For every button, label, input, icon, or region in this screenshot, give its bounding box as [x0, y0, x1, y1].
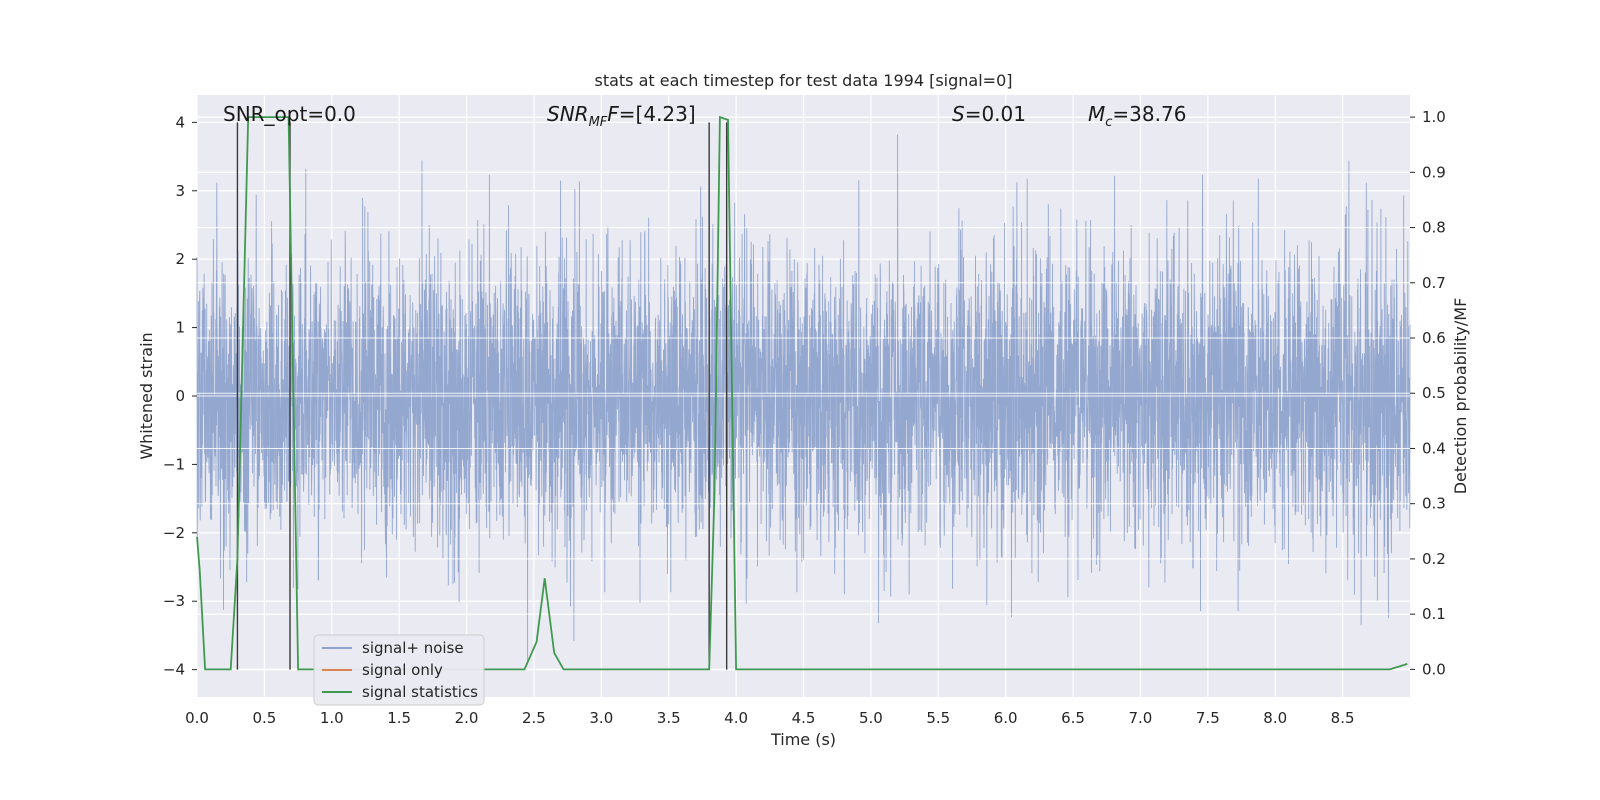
- right-y-tick-label: 0.9: [1422, 163, 1446, 181]
- x-tick-label: 0.5: [252, 709, 276, 727]
- mc-value: =38.76: [1112, 102, 1186, 126]
- x-tick-label: 3.0: [589, 709, 613, 727]
- right-y-tick-label: 0.3: [1422, 495, 1446, 513]
- chart-title: stats at each timestep for test data 199…: [594, 71, 1012, 90]
- legend: signal+ noise signal only signal statistic…: [313, 634, 485, 706]
- x-axis-label: Time (s): [770, 730, 836, 749]
- y-axis-label: Whitened strain: [137, 332, 156, 459]
- right-y-tick-label: 0.0: [1422, 660, 1446, 678]
- x-tick-label: 6.5: [1061, 709, 1085, 727]
- x-tick-label: 7.5: [1196, 709, 1220, 727]
- x-tick-label: 8.0: [1263, 709, 1287, 727]
- y-tick-label: −4: [163, 661, 185, 679]
- x-tick-label: 0.0: [185, 709, 209, 727]
- x-tick-label: 8.5: [1331, 709, 1355, 727]
- signal-statistics-line: [196, 115, 1408, 671]
- snr-mf-value: [4.23]: [636, 102, 696, 126]
- right-y-tick-label: 0.1: [1422, 605, 1446, 623]
- y-tick-label: −1: [163, 455, 185, 473]
- mc-annotation: Mc=38.76: [1088, 102, 1186, 130]
- legend-label: signal statistics: [362, 683, 478, 701]
- x-tick-label: 3.5: [657, 709, 681, 727]
- right-y-axis-label: Detection probability/MF: [1451, 298, 1470, 495]
- x-tick-label: 1.0: [320, 709, 344, 727]
- signal-statistics-series: [196, 115, 1408, 671]
- x-tick-label: 5.0: [859, 709, 883, 727]
- y-tick-label: −3: [163, 592, 185, 610]
- s-value: =0.01: [965, 102, 1026, 126]
- s-annotation: S=0.01: [952, 102, 1026, 126]
- right-y-tick-label: 0.2: [1422, 550, 1446, 568]
- x-tick-label: 4.5: [792, 709, 816, 727]
- x-tick-label: 2.5: [522, 709, 546, 727]
- y-tick-label: 4: [175, 113, 185, 131]
- y-tick-label: 2: [175, 250, 185, 268]
- right-y-tick-label: 0.4: [1422, 439, 1446, 457]
- y-tick-label: 3: [175, 182, 185, 200]
- right-y-tick-label: 0.5: [1422, 384, 1446, 402]
- legend-label: signal+ noise: [362, 639, 464, 657]
- right-y-tick-label: 0.6: [1422, 329, 1446, 347]
- right-y-tick-label: 0.8: [1422, 219, 1446, 237]
- y-tick-label: 0: [175, 387, 185, 405]
- x-tick-label: 7.0: [1129, 709, 1153, 727]
- x-tick-label: 6.0: [994, 709, 1018, 727]
- y-tick-label: 1: [175, 319, 185, 337]
- legend-box: [313, 634, 485, 706]
- y-tick-label: −2: [163, 524, 185, 542]
- tick-labels: 0.0 0.5 1.0 1.5 2.0 2.5 3.0 3.5 4.0 4.5 5.0 5.5 6.0 6…: [163, 108, 1446, 727]
- snr-opt-annotation: SNR_opt=0.0: [223, 102, 356, 126]
- right-y-tick-label: 1.0: [1422, 108, 1446, 126]
- right-y-tick-label: 0.7: [1422, 274, 1446, 292]
- x-tick-label: 4.0: [724, 709, 748, 727]
- legend-label: signal only: [362, 661, 443, 679]
- x-tick-label: 1.5: [387, 709, 411, 727]
- detection-markers: [236, 122, 728, 670]
- snr-mf-annotation: SNRMFF=[4.23]: [547, 102, 696, 130]
- x-tick-label: 5.5: [926, 709, 950, 727]
- x-tick-label: 2.0: [455, 709, 479, 727]
